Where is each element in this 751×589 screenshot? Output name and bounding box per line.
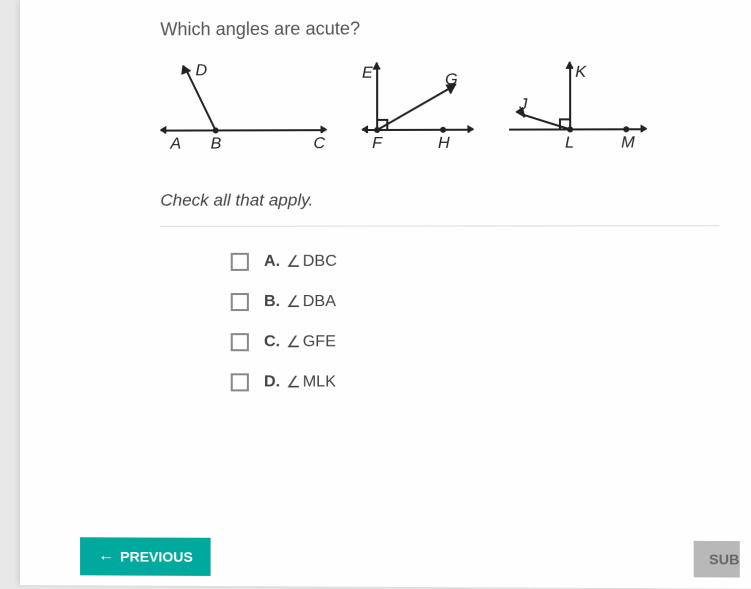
option-d-label: D. ∠ MLK — [264, 372, 336, 392]
svg-text:D: D — [196, 62, 208, 79]
option-c-label: C. ∠ GFE — [264, 332, 336, 352]
arrow-left-icon: ← — [98, 547, 114, 565]
option-a-label: A. ∠ DBC — [264, 252, 337, 272]
previous-label: PREVIOUS — [120, 548, 193, 564]
svg-text:B: B — [211, 135, 222, 152]
angle-diagram: A B C D E F G H — [160, 58, 667, 170]
angle-name: DBC — [303, 253, 337, 271]
question-prompt: Which angles are acute? — [160, 17, 719, 41]
checkbox-a[interactable] — [231, 253, 249, 271]
diagram-svg: A B C D E F G H — [160, 58, 667, 170]
svg-text:E: E — [362, 65, 373, 82]
svg-text:J: J — [518, 96, 528, 113]
svg-text:C: C — [313, 135, 325, 152]
svg-text:L: L — [565, 134, 574, 151]
svg-text:H: H — [438, 135, 450, 152]
button-bar: ← PREVIOUS SUBM — [80, 537, 740, 578]
svg-text:M: M — [621, 134, 635, 151]
angle-name: MLK — [303, 373, 336, 391]
option-letter: A. — [264, 253, 280, 271]
svg-text:F: F — [372, 135, 383, 152]
angle-name: DBA — [303, 293, 336, 311]
option-c: C. ∠ GFE — [231, 332, 720, 353]
angle-icon: ∠ — [286, 292, 300, 312]
svg-text:G: G — [445, 71, 458, 88]
angle-icon: ∠ — [286, 372, 300, 392]
checkbox-c[interactable] — [231, 333, 249, 351]
option-letter: C. — [264, 333, 280, 351]
option-d: D. ∠ MLK — [231, 372, 720, 393]
svg-text:K: K — [575, 64, 587, 81]
svg-text:A: A — [169, 136, 181, 153]
option-letter: B. — [264, 293, 280, 311]
checkbox-d[interactable] — [231, 373, 249, 391]
checkbox-b[interactable] — [231, 293, 249, 311]
angle-name: GFE — [303, 333, 336, 351]
option-a: A. ∠ DBC — [231, 252, 720, 272]
previous-button[interactable]: ← PREVIOUS — [80, 537, 211, 576]
submit-button-partial[interactable]: SUBM — [694, 541, 740, 578]
angle-icon: ∠ — [286, 332, 300, 352]
instruction-text: Check all that apply. — [160, 190, 719, 227]
option-b-label: B. ∠ DBA — [264, 292, 336, 312]
angle-icon: ∠ — [286, 252, 300, 272]
option-letter: D. — [264, 373, 280, 391]
question-page: Which angles are acute? A B C D — [20, 0, 751, 589]
options-list: A. ∠ DBC B. ∠ DBA C. ∠ GFE D. — [231, 252, 720, 394]
option-b: B. ∠ DBA — [231, 292, 720, 312]
